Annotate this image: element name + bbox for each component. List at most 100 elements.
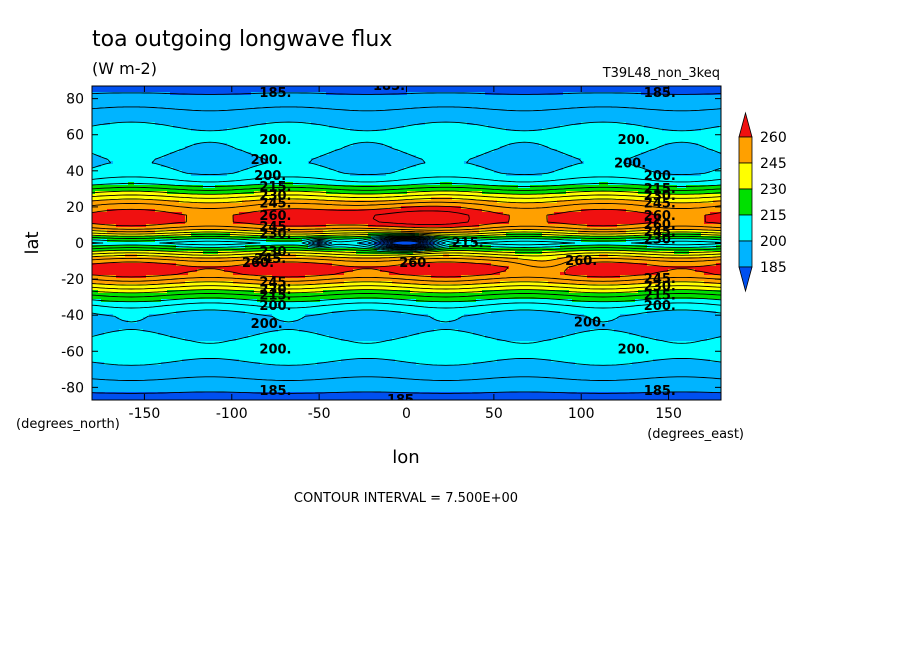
field-cell — [371, 131, 374, 134]
field-cell — [422, 131, 425, 134]
field-cell — [512, 131, 515, 134]
field-cell — [368, 137, 371, 140]
field-cell — [569, 137, 572, 140]
field-cell — [362, 125, 365, 128]
field-cell — [296, 125, 299, 128]
field-cell — [593, 140, 596, 143]
field-cell — [119, 146, 122, 149]
field-cell — [704, 110, 707, 113]
field-cell — [449, 155, 452, 158]
field-cell — [539, 140, 542, 143]
field-cell — [548, 134, 551, 137]
field-cell — [233, 125, 236, 128]
field-cell — [290, 113, 293, 116]
field-cell — [122, 143, 125, 146]
field-cell — [371, 134, 374, 137]
field-cell — [701, 149, 704, 152]
field-cell — [434, 149, 437, 152]
field-cell — [395, 134, 398, 137]
field-cell — [185, 104, 188, 107]
field-cell — [626, 110, 629, 113]
field-cell — [95, 143, 98, 146]
field-cell — [134, 110, 137, 113]
field-cell — [152, 119, 155, 122]
field-cell — [137, 137, 140, 140]
field-cell — [614, 128, 617, 131]
field-cell — [512, 155, 515, 158]
field-cell — [350, 116, 353, 119]
field-cell — [590, 140, 593, 143]
field-cell — [521, 140, 524, 143]
field-cell — [152, 104, 155, 107]
field-cell — [335, 131, 338, 134]
field-cell — [551, 134, 554, 137]
field-cell — [374, 149, 377, 152]
field-cell — [116, 92, 119, 95]
field-cell — [245, 131, 248, 134]
field-cell — [293, 98, 296, 101]
field-cell — [536, 92, 539, 95]
field-cell — [656, 101, 659, 104]
field-cell — [515, 98, 518, 101]
field-cell — [698, 101, 701, 104]
field-cell — [284, 101, 287, 104]
field-cell — [404, 104, 407, 107]
field-cell — [617, 101, 620, 104]
field-cell — [272, 101, 275, 104]
field-cell — [209, 155, 212, 158]
field-cell — [449, 152, 452, 155]
field-cell — [122, 134, 125, 137]
field-cell — [572, 134, 575, 137]
field-cell — [596, 98, 599, 101]
field-cell — [467, 110, 470, 113]
field-cell — [98, 89, 101, 92]
field-cell — [635, 104, 638, 107]
field-cell — [350, 113, 353, 116]
field-cell — [473, 125, 476, 128]
field-cell — [431, 98, 434, 101]
field-cell — [458, 143, 461, 146]
field-cell — [539, 104, 542, 107]
field-cell — [335, 113, 338, 116]
field-cell — [677, 122, 680, 125]
field-cell — [668, 137, 671, 140]
field-cell — [155, 134, 158, 137]
field-cell — [578, 98, 581, 101]
field-cell — [557, 116, 560, 119]
field-cell — [620, 89, 623, 92]
field-cell — [551, 137, 554, 140]
field-cell — [512, 107, 515, 110]
field-cell — [239, 134, 242, 137]
field-cell — [485, 128, 488, 131]
field-cell — [707, 98, 710, 101]
field-cell — [494, 137, 497, 140]
field-cell — [416, 104, 419, 107]
field-cell — [131, 101, 134, 104]
field-cell — [596, 137, 599, 140]
field-cell — [107, 95, 110, 98]
field-cell — [323, 143, 326, 146]
field-cell — [140, 137, 143, 140]
field-cell — [524, 119, 527, 122]
field-cell — [536, 104, 539, 107]
field-cell — [395, 152, 398, 155]
field-cell — [590, 134, 593, 137]
field-cell — [674, 146, 677, 149]
field-cell — [167, 98, 170, 101]
field-cell — [155, 89, 158, 92]
field-cell — [326, 143, 329, 146]
field-cell — [242, 107, 245, 110]
field-cell — [497, 131, 500, 134]
field-cell — [614, 125, 617, 128]
field-cell — [215, 119, 218, 122]
field-cell — [116, 152, 119, 155]
field-cell — [422, 128, 425, 131]
field-cell — [212, 131, 215, 134]
field-cell — [431, 149, 434, 152]
field-cell — [662, 104, 665, 107]
field-cell — [188, 89, 191, 92]
field-cell — [455, 89, 458, 92]
field-cell — [593, 149, 596, 152]
field-cell — [593, 89, 596, 92]
field-cell — [380, 104, 383, 107]
